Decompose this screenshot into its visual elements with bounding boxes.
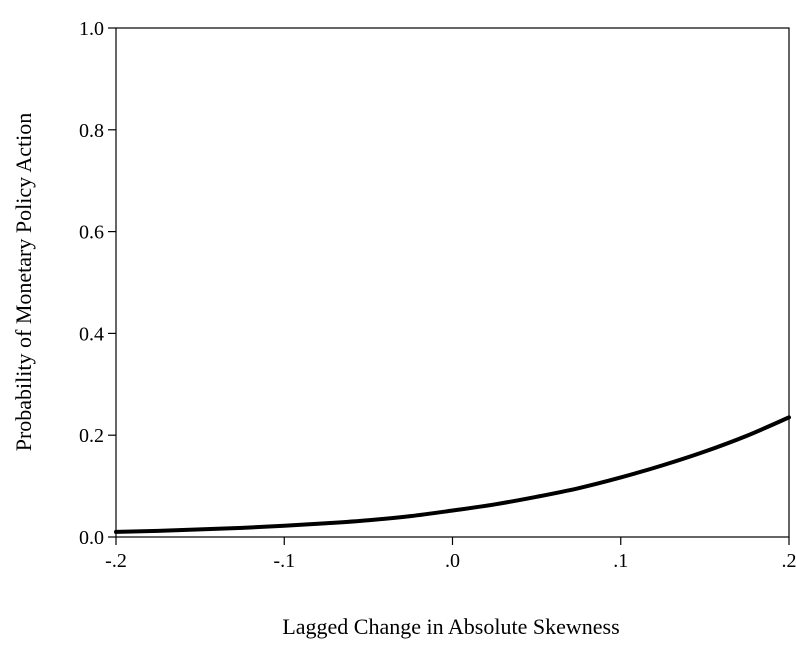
y-tick-label: 1.0	[79, 18, 104, 40]
y-axis: 0.0 0.2 0.4 0.6 0.8 1.0	[79, 18, 116, 549]
y-tick-label: 0.4	[79, 323, 104, 345]
x-axis: -.2 -.1 .0 .1 .2	[105, 537, 796, 572]
probability-curve	[114, 415, 791, 534]
x-tick-label: .0	[445, 550, 460, 572]
x-tick-label: .2	[782, 550, 796, 572]
x-tick-label: .1	[613, 550, 628, 572]
y-tick-label: 0.6	[79, 222, 104, 244]
y-tick-label: 0.0	[79, 527, 104, 549]
y-axis-title: Probability of Monetary Policy Action	[11, 113, 36, 452]
x-axis-title: Lagged Change in Absolute Skewness	[282, 614, 619, 639]
plot-frame	[115, 27, 790, 538]
x-tick-label: -.2	[105, 550, 127, 572]
y-tick-label: 0.2	[79, 425, 104, 447]
series-layer	[114, 415, 791, 534]
y-tick-label: 0.8	[79, 120, 104, 142]
x-tick-label: -.1	[273, 550, 295, 572]
